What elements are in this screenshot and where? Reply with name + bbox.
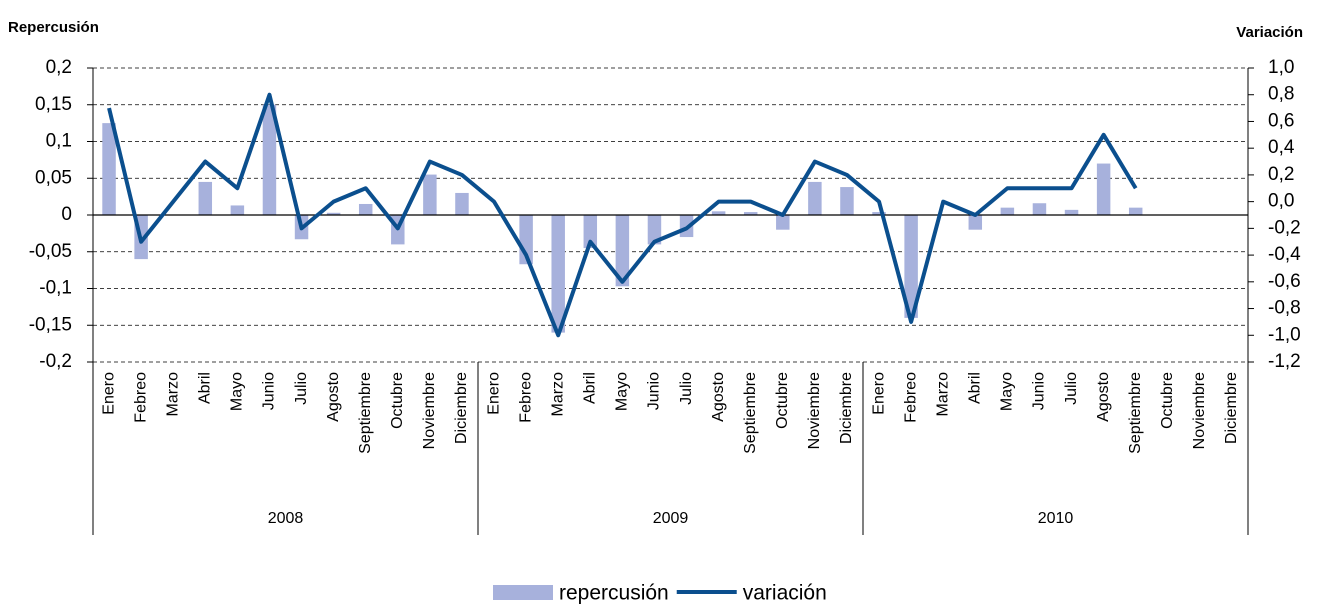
x-tick-label: Noviembre bbox=[806, 372, 823, 449]
x-tick-label: Diciembre bbox=[1223, 372, 1240, 444]
group-label: 2010 bbox=[1038, 510, 1074, 527]
y-tick-label: -0,05 bbox=[29, 241, 72, 262]
y2-tick-label: -1,0 bbox=[1268, 324, 1301, 345]
x-tick-label: Junio bbox=[261, 372, 278, 410]
x-tick-label: Julio bbox=[293, 372, 310, 405]
y-tick-label: 0,15 bbox=[35, 94, 72, 115]
y-tick-label: 0,05 bbox=[35, 167, 72, 188]
x-tick-label: Diciembre bbox=[453, 372, 470, 444]
x-tick-label: Abril bbox=[582, 372, 599, 404]
group-label: 2009 bbox=[653, 510, 689, 527]
y2-tick-label: 0,0 bbox=[1268, 191, 1294, 212]
bar bbox=[872, 212, 886, 215]
bar bbox=[1096, 163, 1111, 215]
y2-tick-label: -0,2 bbox=[1268, 217, 1301, 238]
y2-axis-title: Variación bbox=[1236, 24, 1303, 41]
bar bbox=[551, 215, 565, 333]
x-tick-label: Enero bbox=[870, 372, 887, 415]
y2-tick-label: -1,2 bbox=[1268, 351, 1301, 372]
x-tick-label: Agosto bbox=[1095, 372, 1112, 422]
x-tick-label: Junio bbox=[1031, 372, 1048, 410]
bar bbox=[743, 212, 758, 215]
y-tick-label: 0,1 bbox=[46, 131, 72, 152]
bar bbox=[615, 215, 630, 287]
x-tick-label: Febreo bbox=[517, 372, 534, 423]
x-tick-label: Abril bbox=[967, 372, 984, 404]
x-tick-label: Febreo bbox=[902, 372, 919, 423]
y2-tick-label: -0,6 bbox=[1268, 271, 1301, 292]
y2-tick-label: 0,2 bbox=[1268, 164, 1294, 185]
bar bbox=[230, 205, 245, 215]
x-tick-label: Diciembre bbox=[838, 372, 855, 444]
bar bbox=[198, 181, 213, 215]
x-tick-label: Agosto bbox=[710, 372, 727, 422]
x-tick-label: Mayo bbox=[614, 372, 631, 411]
bar bbox=[326, 212, 341, 215]
legend-label: variación bbox=[743, 582, 827, 605]
x-tick-label: Julio bbox=[678, 372, 695, 405]
bar bbox=[840, 187, 854, 215]
x-tick-label: Noviembre bbox=[421, 372, 438, 449]
bar bbox=[968, 215, 983, 230]
x-tick-label: Septiembre bbox=[1127, 372, 1144, 454]
x-tick-label: Mayo bbox=[999, 372, 1016, 411]
x-tick-label: Octubre bbox=[774, 372, 791, 429]
x-tick-label: Septiembre bbox=[357, 372, 374, 454]
y-tick-label: 0 bbox=[61, 204, 72, 225]
y2-tick-label: -0,4 bbox=[1268, 244, 1301, 265]
bar bbox=[904, 215, 918, 318]
line bbox=[107, 92, 1138, 338]
bar bbox=[647, 215, 662, 245]
y2-tick-label: 1,0 bbox=[1268, 57, 1294, 78]
x-tick-label: Agosto bbox=[325, 372, 342, 422]
x-tick-label: Septiembre bbox=[742, 372, 759, 454]
bar bbox=[423, 174, 437, 215]
x-tick-label: Enero bbox=[485, 372, 502, 415]
bar bbox=[1128, 207, 1143, 215]
bar bbox=[776, 215, 790, 230]
y2-tick-label: 0,8 bbox=[1268, 84, 1294, 105]
legend-swatch bbox=[493, 585, 553, 600]
bar bbox=[808, 181, 822, 215]
y2-tick-label: 0,6 bbox=[1268, 110, 1294, 131]
y-tick-label: 0,2 bbox=[46, 57, 72, 78]
x-tick-label: Noviembre bbox=[1191, 372, 1208, 449]
bar bbox=[455, 192, 469, 215]
bar bbox=[262, 104, 277, 215]
y2-tick-label: -0,8 bbox=[1268, 298, 1301, 319]
x-tick-label: Marzo bbox=[164, 372, 181, 417]
bar bbox=[1032, 203, 1047, 215]
x-tick-label: Febreo bbox=[132, 372, 149, 423]
y-tick-label: -0,2 bbox=[39, 351, 72, 372]
x-tick-label: Mayo bbox=[229, 372, 246, 411]
y-tick-label: -0,15 bbox=[29, 314, 72, 335]
bar bbox=[1064, 209, 1079, 215]
x-tick-label: Abril bbox=[197, 372, 214, 404]
group-label: 2008 bbox=[268, 510, 304, 527]
x-tick-label: Enero bbox=[100, 372, 117, 415]
x-tick-label: Octubre bbox=[1159, 372, 1176, 429]
x-tick-label: Julio bbox=[1063, 372, 1080, 405]
bar bbox=[358, 203, 373, 215]
legend-label: repercusión bbox=[559, 582, 669, 605]
y-tick-label: -0,1 bbox=[39, 278, 72, 299]
bar bbox=[583, 215, 598, 249]
bar bbox=[102, 123, 116, 215]
x-tick-label: Marzo bbox=[549, 372, 566, 417]
bar bbox=[711, 211, 726, 215]
y-axis-title: Repercusión bbox=[8, 19, 99, 36]
y2-tick-label: 0,4 bbox=[1268, 137, 1295, 158]
x-tick-label: Marzo bbox=[934, 372, 951, 417]
x-tick-label: Junio bbox=[646, 372, 663, 410]
bar bbox=[1000, 207, 1015, 215]
x-tick-label: Octubre bbox=[389, 372, 406, 429]
